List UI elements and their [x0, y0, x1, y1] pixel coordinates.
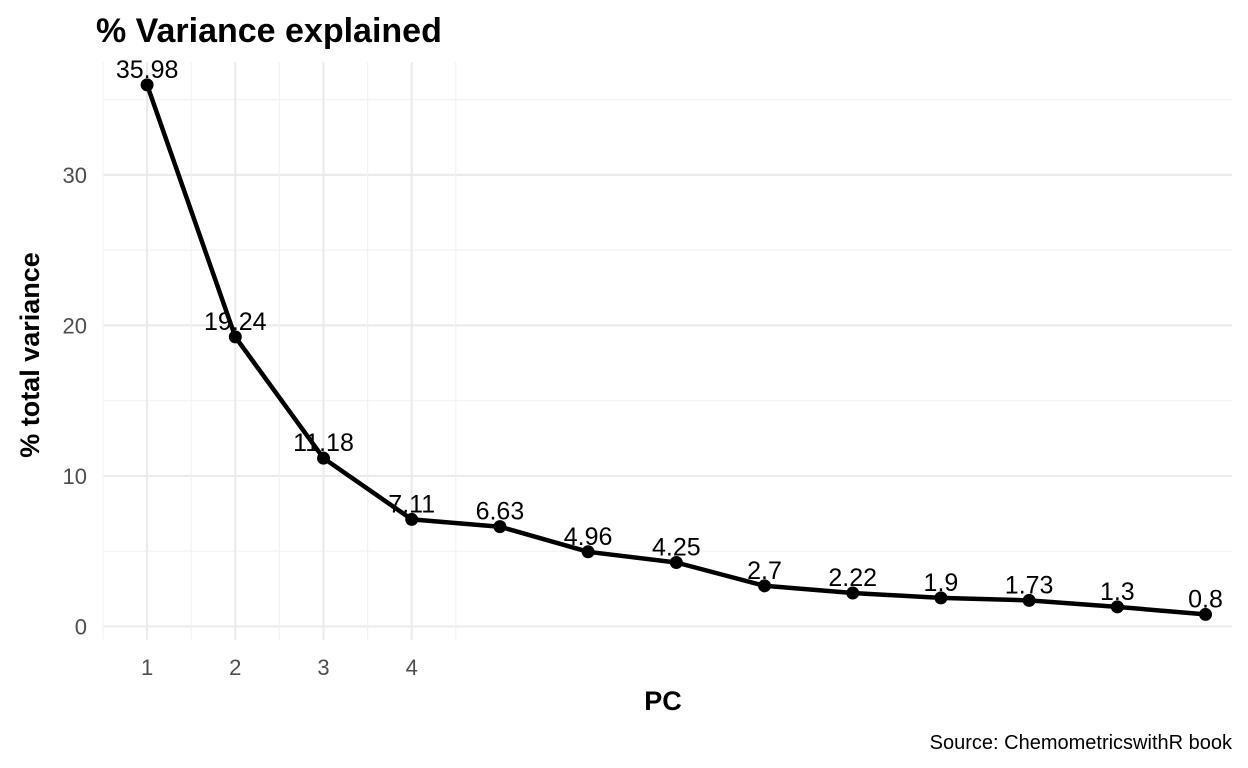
- data-point: [758, 579, 772, 593]
- data-point: [846, 586, 860, 600]
- data-label: 19.24: [204, 308, 267, 336]
- data-point: [934, 591, 948, 605]
- grid: [102, 62, 1232, 640]
- data-point: [669, 555, 683, 569]
- data-label: 1.73: [1005, 571, 1054, 599]
- y-tick-label: 20: [63, 313, 87, 338]
- data-point: [405, 512, 419, 526]
- data-label: 11.18: [293, 429, 354, 457]
- data-point: [228, 330, 242, 344]
- data-point: [493, 520, 507, 534]
- data-label: 2.7: [747, 557, 782, 585]
- data-label: 1.3: [1100, 578, 1135, 606]
- data-label: 7.11: [388, 490, 435, 518]
- chart-title: % Variance explained: [96, 12, 442, 50]
- data-labels: 35.98 19.24 11.18 7.11 6.63 4.96 4.25 2.7 2.22 1.…: [116, 56, 1223, 614]
- y-tick-label: 30: [63, 163, 87, 188]
- data-points: [140, 78, 1213, 621]
- data-label: 6.63: [476, 498, 525, 526]
- data-label: 1.9: [924, 569, 959, 597]
- data-label: 4.25: [652, 533, 701, 561]
- chart-caption: Source: ChemometricswithR book: [930, 732, 1233, 754]
- x-tick-label: 1: [141, 655, 153, 680]
- data-label: 0.8: [1188, 585, 1223, 613]
- data-point: [1110, 600, 1124, 614]
- y-tick-label: 10: [63, 464, 87, 489]
- data-label: 4.96: [564, 523, 613, 551]
- x-axis-title: PC: [644, 686, 682, 716]
- data-point: [1022, 593, 1036, 607]
- x-tick-label: 2: [229, 655, 241, 680]
- x-tick-label: 4: [406, 655, 418, 680]
- y-axis-title: % total variance: [15, 252, 45, 458]
- data-label: 2.22: [828, 564, 877, 592]
- x-tick-label: 3: [317, 655, 329, 680]
- data-point: [140, 78, 154, 92]
- data-point: [317, 451, 331, 465]
- axis-ticks: 0 10 20 30 1 2 3 4: [63, 163, 418, 680]
- data-point: [581, 545, 595, 559]
- y-tick-label: 0: [75, 614, 87, 639]
- data-point: [1199, 607, 1213, 621]
- data-label: 35.98: [116, 56, 179, 84]
